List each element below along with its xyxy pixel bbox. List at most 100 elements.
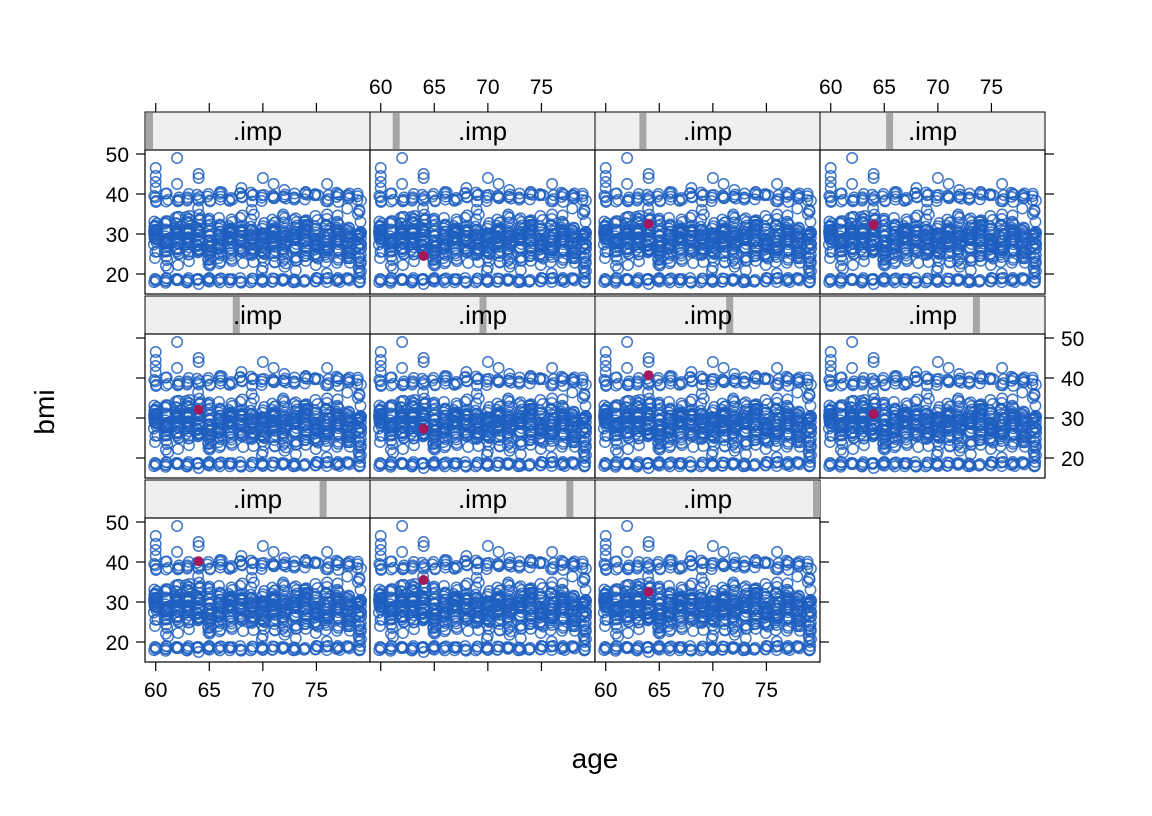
observed-point: [727, 208, 740, 221]
observed-point: [438, 395, 450, 408]
observed-point: [781, 272, 794, 284]
observed-point: [876, 213, 889, 226]
observed-point: [556, 456, 569, 468]
observed-point: [642, 278, 655, 290]
observed-point: [385, 418, 398, 431]
observed-point: [298, 377, 311, 390]
observed-point: [480, 246, 493, 259]
observed-point: [621, 178, 634, 190]
observed-point: [803, 275, 816, 288]
observed-point: [555, 186, 568, 199]
observed-point: [171, 222, 184, 235]
observed-point: [994, 256, 1007, 269]
observed-point: [609, 259, 622, 272]
observed-point: [343, 406, 356, 419]
observed-point: [277, 392, 290, 405]
observed-point: [276, 430, 289, 443]
observed-points: [372, 152, 593, 290]
observed-point: [803, 243, 816, 256]
observed-point: [385, 250, 398, 263]
observed-point: [824, 182, 837, 194]
observed-point: [579, 228, 592, 241]
observed-point: [836, 215, 849, 228]
observed-point: [631, 417, 644, 430]
observed-point: [579, 439, 592, 452]
observed-point: [846, 178, 859, 190]
observed-point: [651, 190, 664, 203]
observed-point: [621, 210, 634, 223]
observed-point: [611, 215, 624, 228]
panel-6: .imp: [594, 295, 821, 479]
observed-point: [576, 414, 589, 427]
strip-label: .imp: [458, 300, 507, 330]
observed-point: [1029, 255, 1042, 268]
observed-point: [277, 208, 290, 221]
observed-point: [598, 460, 611, 473]
observed-point: [996, 178, 1009, 190]
observed-point: [610, 195, 623, 208]
observed-point: [887, 247, 900, 260]
observed-point: [621, 406, 634, 419]
observed-point: [331, 217, 344, 230]
observed-point: [255, 430, 268, 443]
observed-point: [161, 215, 174, 228]
observed-point: [846, 210, 859, 223]
observed-point: [256, 460, 269, 472]
observed-point: [171, 394, 184, 407]
observed-point: [920, 213, 933, 226]
observed-point: [621, 152, 634, 164]
strip-level-bar: [726, 297, 734, 333]
observed-point: [331, 209, 344, 222]
observed-point: [578, 459, 591, 472]
observed-point: [662, 247, 675, 260]
observed-point: [930, 195, 943, 207]
observed-point: [556, 209, 569, 222]
observed-point: [386, 215, 399, 228]
observed-point: [172, 259, 184, 272]
observed-point: [578, 427, 591, 440]
observed-point: [351, 414, 364, 427]
observed-point: [396, 178, 409, 190]
observed-point: [426, 397, 439, 410]
observed-point: [565, 236, 578, 249]
observed-point: [340, 236, 353, 249]
observed-point: [663, 211, 675, 224]
observed-point: [994, 248, 1007, 261]
observed-point: [835, 250, 848, 263]
observed-point: [201, 190, 214, 203]
observed-point: [276, 246, 289, 259]
observed-point: [599, 162, 612, 174]
observed-point: [426, 190, 439, 203]
observed-point: [319, 248, 332, 261]
strip-background: [144, 111, 371, 151]
observed-point: [159, 443, 172, 456]
observed-point: [716, 213, 729, 226]
observed-point: [739, 274, 751, 286]
observed-point: [579, 255, 592, 268]
observed-point: [545, 267, 558, 280]
observed-point: [953, 184, 966, 196]
observed-point: [374, 162, 387, 174]
panel-2: .imp: [594, 111, 821, 295]
observed-point: [426, 374, 439, 387]
observed-point: [748, 275, 761, 288]
observed-point: [502, 208, 515, 221]
observed-point: [450, 249, 463, 262]
observed-point: [214, 370, 226, 382]
observed-point: [426, 213, 439, 226]
observed-point: [353, 459, 366, 472]
observed-point: [384, 187, 397, 200]
observed-point: [223, 194, 236, 207]
observed-point: [245, 213, 258, 226]
observed-point: [578, 243, 591, 256]
observed-point: [374, 346, 387, 358]
observed-point: [266, 422, 279, 435]
observed-point: [374, 366, 387, 378]
observed-point: [201, 213, 214, 226]
observed-point: [384, 443, 397, 456]
observed-point: [406, 233, 419, 246]
observed-point: [374, 354, 387, 366]
observed-point: [523, 459, 536, 472]
observed-point: [900, 213, 913, 226]
observed-point: [835, 272, 848, 284]
